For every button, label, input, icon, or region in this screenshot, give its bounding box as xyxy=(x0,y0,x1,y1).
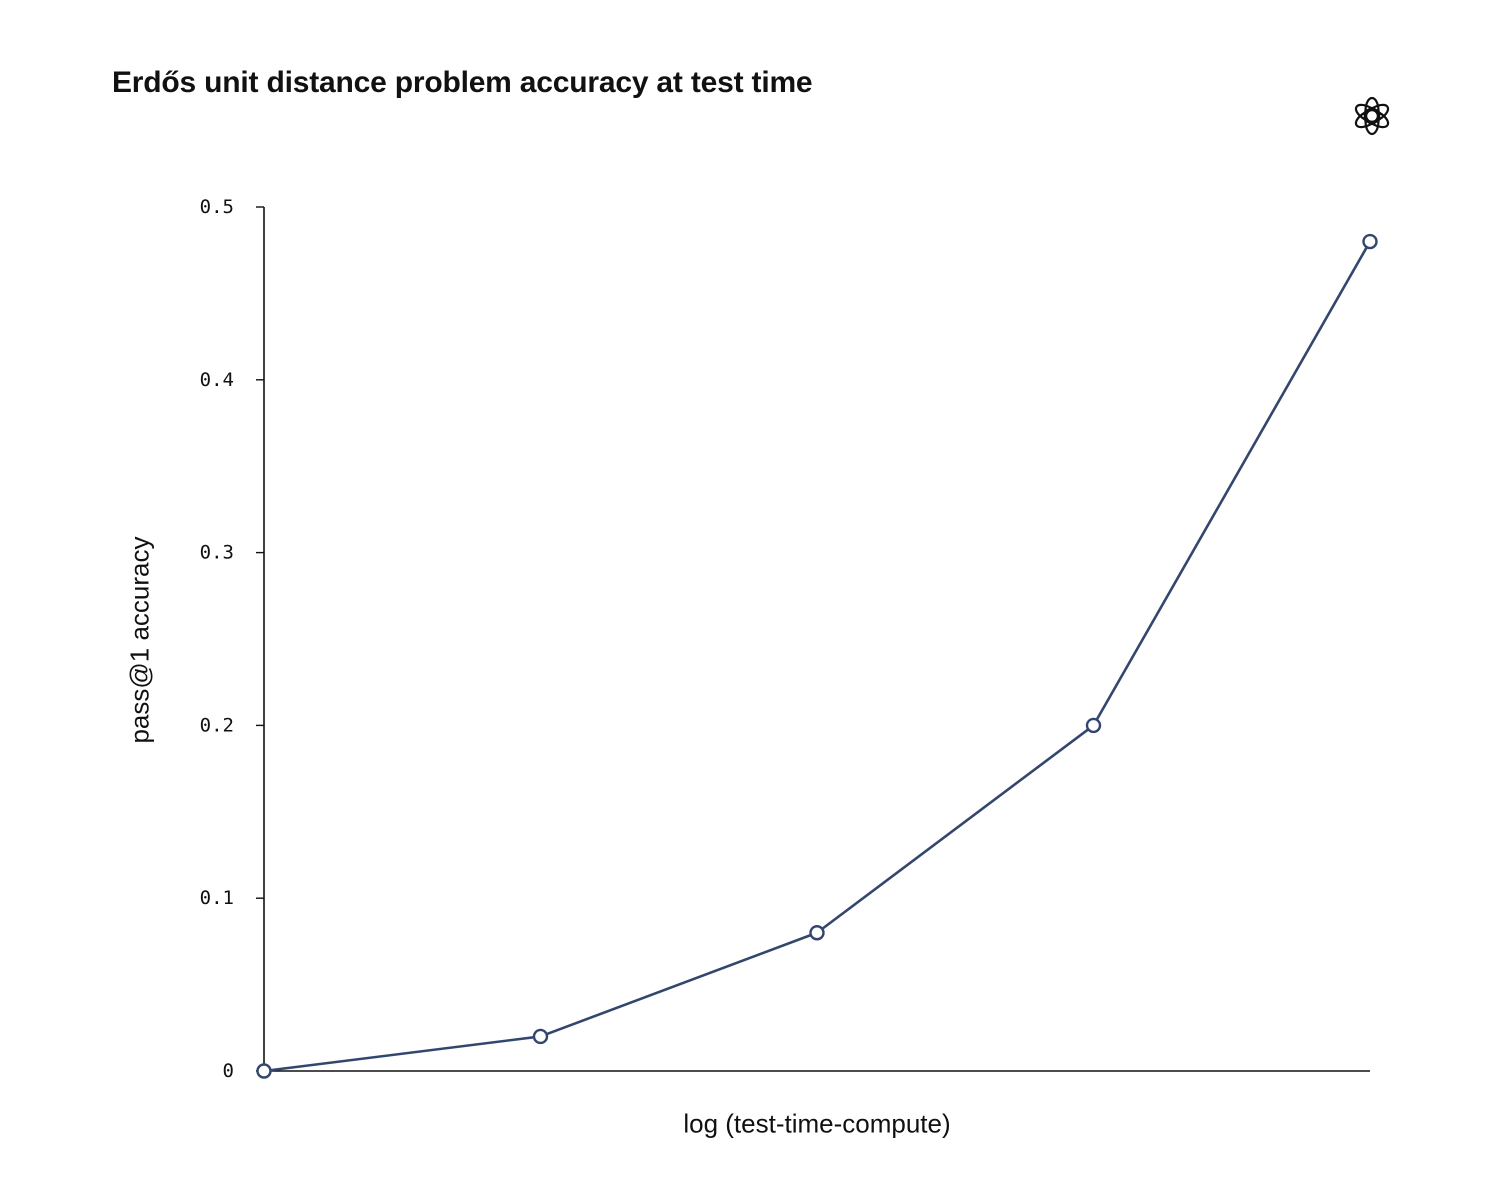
y-axis-ticks: 0 0.1 0.2 0.3 0.4 0.5 xyxy=(200,196,264,1082)
data-point xyxy=(532,1028,549,1045)
x-axis-label: log (test-time-compute) xyxy=(683,1108,951,1139)
y-tick-label: 0.5 xyxy=(200,196,234,218)
y-axis-label: pass@1 accuracy xyxy=(124,536,155,744)
data-point xyxy=(256,1063,272,1079)
y-tick-label: 0.1 xyxy=(200,887,234,909)
data-point xyxy=(1362,233,1378,250)
data-point xyxy=(809,925,825,941)
y-tick-label: 0.3 xyxy=(200,542,234,564)
chart-axes xyxy=(263,207,1370,1072)
series-line xyxy=(263,240,1372,1073)
y-tick-label: 0.2 xyxy=(200,714,234,736)
data-series xyxy=(256,233,1378,1079)
data-point xyxy=(1085,717,1102,734)
y-tick-label: 0 xyxy=(223,1060,234,1082)
y-tick-label: 0.4 xyxy=(200,369,234,391)
chart-title: Erdős unit distance problem accuracy at … xyxy=(112,66,813,99)
openai-logo-icon xyxy=(1354,96,1390,136)
